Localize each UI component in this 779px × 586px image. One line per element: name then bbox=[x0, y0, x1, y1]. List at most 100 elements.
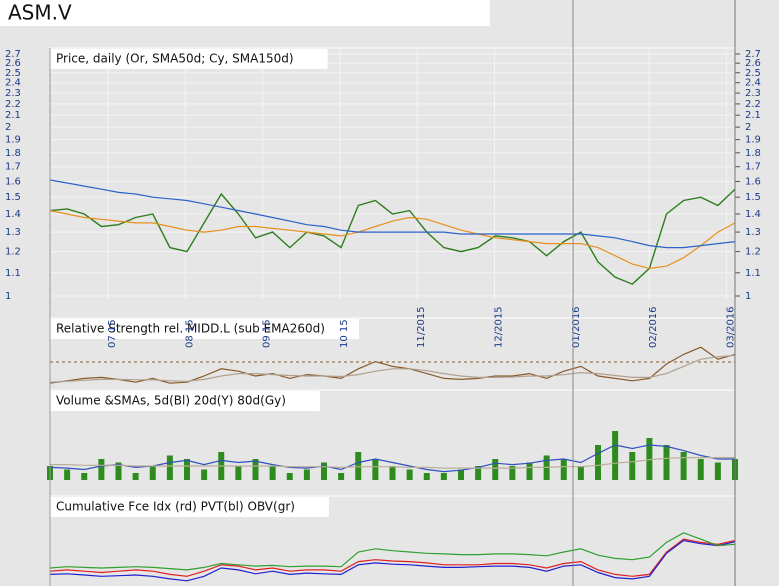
title-box bbox=[0, 0, 490, 26]
series-line bbox=[50, 457, 735, 469]
x-tick-label: 08 15 bbox=[184, 319, 195, 348]
y-tick-label-right: 1.9 bbox=[745, 135, 761, 146]
y-tick-label: 1.3 bbox=[5, 227, 21, 238]
volume-bar bbox=[629, 452, 636, 480]
volume-bar bbox=[269, 466, 276, 480]
volume-bar bbox=[252, 459, 259, 480]
y-tick-label-right: 1.4 bbox=[745, 209, 761, 220]
volume-bar bbox=[98, 459, 105, 480]
y-tick-label-right: 1.7 bbox=[745, 162, 761, 173]
y-tick-label-right: 1.5 bbox=[745, 192, 761, 203]
y-tick-label-right: 2.7 bbox=[745, 49, 761, 60]
x-tick-label: 10 15 bbox=[339, 319, 350, 348]
y-tick-label-right: 2.2 bbox=[745, 99, 761, 110]
series-line bbox=[49, 346, 736, 384]
panel-title: Relative Strength rel. MIDD.L (sub EMA26… bbox=[56, 322, 325, 336]
panel-title-box bbox=[50, 497, 329, 517]
volume-bar bbox=[235, 466, 242, 480]
y-tick-label-right: 2.5 bbox=[745, 68, 761, 79]
volume-bar bbox=[680, 452, 687, 480]
y-tick-label: 2.5 bbox=[5, 68, 21, 79]
y-tick-label: 2.4 bbox=[5, 78, 21, 89]
y-tick-label-right: 2.3 bbox=[745, 88, 761, 99]
y-tick-label-right: 2.1 bbox=[745, 110, 761, 121]
volume-bar bbox=[475, 466, 482, 480]
y-tick-label-right: 1.3 bbox=[745, 227, 761, 238]
y-tick-label: 2.3 bbox=[5, 88, 21, 99]
y-tick-label-right: 1.2 bbox=[745, 247, 761, 258]
volume-bar bbox=[372, 459, 379, 480]
panel-title: Volume &SMAs, 5d(Bl) 20d(Y) 80d(Gy) bbox=[56, 394, 286, 408]
volume-bar bbox=[458, 469, 464, 480]
volume-bar bbox=[714, 462, 721, 480]
y-tick-label: 2.7 bbox=[5, 49, 21, 60]
series-line bbox=[49, 532, 736, 571]
volume-bar bbox=[303, 469, 310, 480]
volume-bar bbox=[389, 466, 396, 480]
volume-bar bbox=[423, 473, 430, 480]
y-tick-label: 1.6 bbox=[5, 176, 21, 187]
y-tick-label: 1.8 bbox=[5, 148, 21, 159]
volume-bar bbox=[149, 466, 156, 480]
series-line bbox=[49, 539, 736, 582]
volume-bar bbox=[81, 473, 88, 480]
volume-bar bbox=[115, 462, 122, 480]
x-tick-label: 07 15 bbox=[107, 319, 118, 348]
volume-bar bbox=[595, 445, 601, 480]
x-tick-label: 03/2016 bbox=[725, 306, 736, 348]
series-line bbox=[49, 210, 736, 270]
volume-bar bbox=[577, 466, 584, 480]
y-tick-label-right: 1.8 bbox=[745, 148, 761, 159]
series-line bbox=[49, 179, 736, 249]
y-tick-label-right: 1.6 bbox=[745, 176, 761, 187]
volume-bar bbox=[492, 459, 499, 480]
x-tick-label: 12/2015 bbox=[494, 306, 505, 348]
y-tick-label: 2.2 bbox=[5, 99, 21, 110]
y-tick-label: 1.2 bbox=[5, 247, 21, 258]
panel-title-box bbox=[50, 319, 359, 339]
volume-bar bbox=[286, 473, 293, 480]
x-tick-label: 01/2016 bbox=[571, 306, 582, 348]
y-tick-label: 1 bbox=[5, 291, 11, 302]
volume-bar bbox=[321, 462, 327, 480]
y-tick-label: 2 bbox=[5, 122, 11, 133]
y-tick-label: 1.5 bbox=[5, 192, 21, 203]
x-tick-label: 09 15 bbox=[262, 319, 273, 348]
y-tick-label: 1.7 bbox=[5, 162, 21, 173]
volume-bar bbox=[560, 459, 567, 480]
volume-bar bbox=[64, 469, 71, 480]
page-title: ASM.V bbox=[8, 1, 72, 25]
volume-bar bbox=[166, 455, 173, 480]
volume-bar bbox=[697, 459, 704, 480]
volume-bar bbox=[663, 445, 670, 480]
panel-title: Price, daily (Or, SMA50d; Cy, SMA150d) bbox=[56, 52, 294, 66]
x-tick-label: 02/2016 bbox=[648, 306, 659, 348]
panel-title-box bbox=[50, 391, 320, 411]
volume-bar bbox=[184, 459, 190, 480]
volume-bar bbox=[201, 469, 208, 480]
series-line bbox=[49, 538, 736, 577]
panel-title-box bbox=[50, 49, 328, 69]
y-tick-label-right: 1 bbox=[745, 291, 751, 302]
y-tick-label-right: 1.1 bbox=[745, 268, 761, 279]
y-tick-label: 2.6 bbox=[5, 58, 21, 69]
y-tick-label: 2.1 bbox=[5, 110, 21, 121]
y-tick-label: 1.9 bbox=[5, 135, 21, 146]
volume-bar bbox=[406, 469, 413, 480]
volume-bar bbox=[132, 473, 139, 480]
volume-bar bbox=[440, 473, 447, 480]
volume-bar bbox=[612, 431, 619, 480]
series-line bbox=[49, 444, 735, 473]
y-tick-label-right: 2.4 bbox=[745, 78, 761, 89]
volume-bar bbox=[355, 452, 362, 480]
x-tick-label: 11/2015 bbox=[416, 306, 427, 348]
volume-bar bbox=[646, 438, 653, 480]
y-tick-label: 1.4 bbox=[5, 209, 21, 220]
panel-title: Cumulative Fce Idx (rd) PVT(bl) OBV(gr) bbox=[56, 500, 295, 514]
volume-bar bbox=[338, 473, 345, 480]
series-line bbox=[49, 188, 736, 285]
volume-bar bbox=[509, 466, 516, 480]
y-tick-label-right: 2 bbox=[745, 122, 751, 133]
